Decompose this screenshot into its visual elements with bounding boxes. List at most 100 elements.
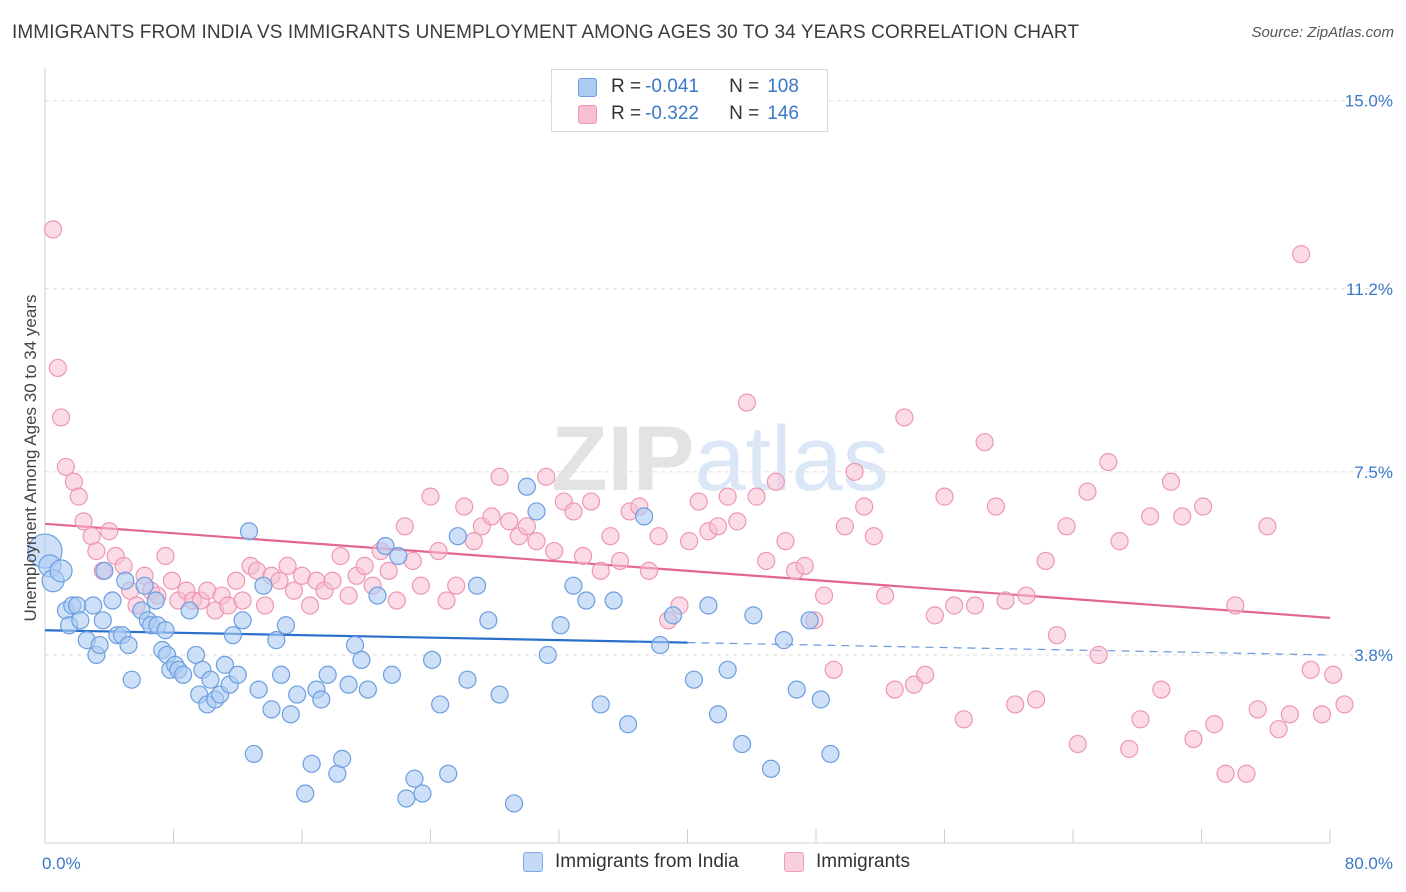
- india-point: [708, 705, 728, 724]
- india-point: [800, 611, 819, 630]
- legend-r-value: -0.322: [645, 103, 699, 124]
- india-point: [439, 764, 458, 783]
- india-point: [103, 591, 122, 610]
- x-axis-labels: 0.0% 80.0%: [42, 854, 1393, 873]
- immigrants-point: [1152, 680, 1171, 699]
- india-point: [774, 631, 793, 650]
- y-axis-labels: 3.8% 7.5% 11.2% 15.0%: [1345, 92, 1393, 665]
- immigrants-point: [1131, 710, 1150, 729]
- immigrants-point: [975, 433, 994, 452]
- x-tick-label-min: 0.0%: [42, 854, 81, 873]
- india-point: [90, 635, 109, 655]
- legend: R = -0.041 N = 108 R = -0.322 N = 146: [551, 69, 828, 132]
- gridlines: [45, 100, 1392, 656]
- immigrants-point: [387, 591, 406, 610]
- india-point: [254, 576, 273, 595]
- legend-r-label: R =: [611, 103, 642, 124]
- immigrants-point: [1280, 705, 1299, 724]
- y-tick-label: 7.5%: [1354, 463, 1393, 482]
- india-point: [538, 645, 557, 665]
- immigrants-point: [1269, 720, 1288, 739]
- india-point: [302, 754, 321, 773]
- immigrants-point: [100, 522, 119, 541]
- india-point: [333, 749, 352, 768]
- immigrants-point: [1120, 739, 1139, 759]
- immigrants-point: [300, 596, 320, 615]
- india-point: [122, 670, 141, 689]
- y-tick-label: 3.8%: [1354, 646, 1393, 665]
- immigrants-point: [925, 606, 944, 625]
- india-point: [262, 700, 281, 719]
- india-point: [684, 670, 704, 689]
- immigrants-point: [814, 586, 834, 605]
- x-tick-label-max: 80.0%: [1345, 854, 1393, 873]
- india-point: [223, 626, 243, 645]
- immigrants-point: [87, 541, 106, 561]
- immigrants-point: [591, 561, 610, 580]
- immigrants-point: [1226, 596, 1245, 615]
- immigrants-point: [639, 561, 659, 580]
- india-point: [318, 665, 337, 684]
- immigrants-point: [395, 517, 414, 536]
- india-point: [458, 670, 477, 689]
- axes: [44, 68, 1331, 844]
- immigrants-point: [284, 581, 304, 600]
- y-tick-label: 11.2%: [1346, 280, 1393, 299]
- immigrants-point: [69, 487, 88, 506]
- immigrants-point: [56, 457, 75, 477]
- legend-r-value: -0.041: [645, 76, 699, 97]
- immigrants-point: [1099, 452, 1118, 472]
- immigrants-point: [323, 571, 342, 590]
- legend-n-label: N =: [729, 103, 760, 124]
- immigrants-point: [527, 532, 546, 551]
- india-point: [821, 744, 840, 764]
- immigrants-point: [1335, 695, 1354, 714]
- watermark-zip: ZIP: [551, 408, 694, 510]
- legend-swatch-immigrants: [578, 104, 597, 124]
- india-point: [249, 680, 268, 699]
- india-point: [527, 502, 546, 521]
- immigrants-point: [1057, 517, 1076, 536]
- immigrants-point: [835, 517, 855, 536]
- immigrants-point: [500, 512, 519, 531]
- india-point: [504, 794, 524, 813]
- india-point: [744, 606, 763, 625]
- immigrants-point: [954, 710, 973, 729]
- immigrants-point: [537, 467, 556, 486]
- india-point: [93, 611, 112, 630]
- immigrants-point: [1140, 507, 1160, 526]
- legend-row-immigrants: R = -0.322 N = 146: [578, 101, 799, 127]
- immigrants-point: [1078, 482, 1097, 501]
- chart-title: IMMIGRANTS FROM INDIA VS IMMIGRANTS UNEM…: [12, 22, 1080, 43]
- immigrants-point: [564, 502, 583, 521]
- immigrants-point: [1205, 715, 1224, 734]
- immigrants-point: [278, 556, 297, 575]
- immigrants-point: [795, 556, 814, 575]
- india-point: [591, 695, 610, 714]
- immigrants-point: [339, 586, 358, 605]
- india-point: [180, 601, 199, 620]
- immigrants-point: [1237, 764, 1256, 783]
- immigrants-point: [355, 556, 374, 575]
- immigrants-point: [429, 541, 448, 561]
- legend-swatch-india: [578, 77, 597, 97]
- immigrants-point: [895, 408, 914, 427]
- india-point: [368, 586, 387, 605]
- india-trend-line-extension: [687, 641, 1331, 656]
- immigrants-point: [747, 487, 766, 506]
- india-point: [312, 690, 331, 709]
- immigrants-point: [1301, 660, 1320, 679]
- immigrants-point: [986, 497, 1006, 516]
- india-point: [479, 611, 498, 630]
- india-point: [431, 695, 450, 714]
- immigrants-point: [437, 591, 456, 610]
- immigrants-point: [464, 532, 483, 551]
- india-point: [405, 769, 424, 788]
- immigrants-point: [916, 665, 935, 684]
- immigrants-point: [875, 586, 895, 605]
- india-point: [228, 665, 247, 684]
- immigrants-point: [708, 517, 728, 536]
- immigrants-point: [74, 512, 93, 531]
- immigrants-point: [965, 596, 985, 615]
- immigrants-point: [728, 512, 747, 531]
